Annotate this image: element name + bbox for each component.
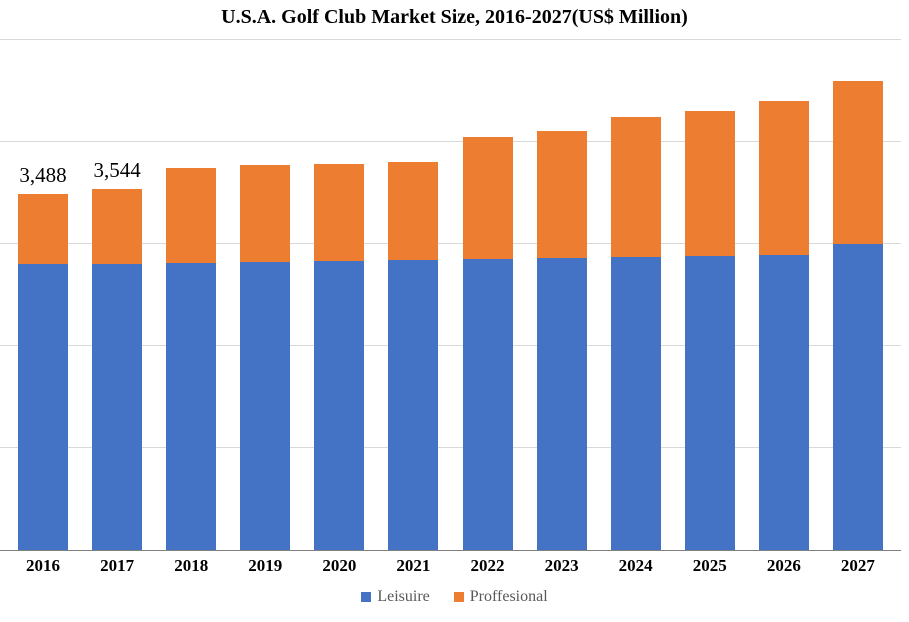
bar-segment-professional xyxy=(833,81,883,244)
bar-group xyxy=(833,81,883,550)
bar-segment-leisure xyxy=(611,257,661,550)
bar-segment-leisure xyxy=(833,244,883,550)
x-axis-tick: 2017 xyxy=(92,556,142,576)
bar-segment-professional xyxy=(759,101,809,255)
legend-label: Leisuire xyxy=(377,588,429,606)
x-axis: 2016 2017 2018 2019 2020 2021 2022 2023 2024 2025… xyxy=(0,556,901,576)
x-axis-tick: 2025 xyxy=(685,556,735,576)
legend-item: Proffesional xyxy=(454,588,548,606)
bar-segment-leisure xyxy=(314,261,364,550)
bar-segment-leisure xyxy=(166,263,216,550)
bar-group: 3,544 xyxy=(92,189,142,550)
plot-area: 3,488 3,544 xyxy=(0,40,901,550)
x-axis-line xyxy=(0,550,901,551)
legend-swatch xyxy=(361,592,371,602)
bar-group xyxy=(166,168,216,550)
legend-swatch xyxy=(454,592,464,602)
bar-group xyxy=(611,117,661,550)
bar-segment-leisure xyxy=(759,255,809,550)
bar-segment-leisure xyxy=(92,264,142,550)
bar-segment-professional xyxy=(18,194,68,264)
bar-group xyxy=(240,165,290,550)
bar-segment-professional xyxy=(92,189,142,265)
x-axis-tick: 2018 xyxy=(166,556,216,576)
bar-segment-professional xyxy=(388,162,438,260)
bar-segment-leisure xyxy=(240,262,290,550)
bar-segment-leisure xyxy=(537,258,587,550)
bar-segment-professional xyxy=(463,137,513,259)
bar-segment-leisure xyxy=(463,259,513,550)
bar-total-label: 3,488 xyxy=(19,163,66,188)
x-axis-tick: 2020 xyxy=(314,556,364,576)
bars-row: 3,488 3,544 xyxy=(0,40,901,550)
bar-segment-leisure xyxy=(388,260,438,550)
plot-area-wrap: 3,488 3,544 xyxy=(0,40,901,550)
bar-group xyxy=(685,111,735,550)
bar-group xyxy=(388,162,438,550)
chart-container: U.S.A. Golf Club Market Size, 2016-2027(… xyxy=(0,0,909,622)
bar-segment-professional xyxy=(166,168,216,264)
x-axis-tick: 2024 xyxy=(611,556,661,576)
x-axis-tick: 2026 xyxy=(759,556,809,576)
chart-title: U.S.A. Golf Club Market Size, 2016-2027(… xyxy=(0,0,909,33)
bar-segment-professional xyxy=(537,131,587,259)
bar-group xyxy=(463,137,513,550)
legend-label: Proffesional xyxy=(470,588,548,606)
legend: Leisuire Proffesional xyxy=(0,588,909,606)
bar-total-label: 3,544 xyxy=(93,158,140,183)
bar-group xyxy=(314,164,364,550)
bar-segment-leisure xyxy=(18,264,68,550)
x-axis-tick: 2021 xyxy=(388,556,438,576)
x-axis-tick: 2022 xyxy=(463,556,513,576)
bar-segment-professional xyxy=(685,111,735,256)
bar-segment-leisure xyxy=(685,256,735,550)
legend-item: Leisuire xyxy=(361,588,429,606)
bar-group xyxy=(537,131,587,550)
x-axis-tick: 2023 xyxy=(537,556,587,576)
bar-segment-professional xyxy=(240,165,290,262)
bar-group xyxy=(759,101,809,550)
x-axis-tick: 2019 xyxy=(240,556,290,576)
x-axis-tick: 2027 xyxy=(833,556,883,576)
x-axis-tick: 2016 xyxy=(18,556,68,576)
bar-segment-professional xyxy=(314,164,364,261)
bar-group: 3,488 xyxy=(18,194,68,550)
bar-segment-professional xyxy=(611,117,661,258)
